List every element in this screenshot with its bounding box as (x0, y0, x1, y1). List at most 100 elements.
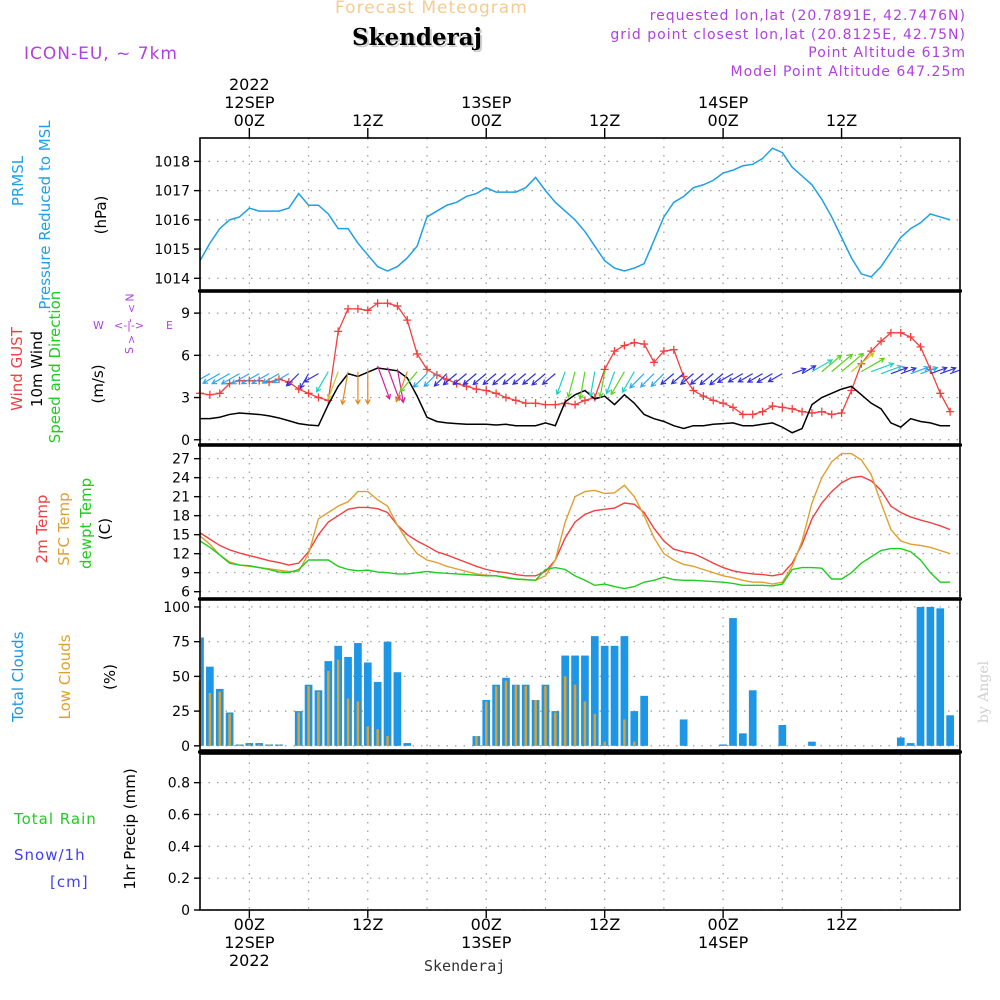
wind-gust-marker (659, 347, 668, 356)
low-cloud-bar (257, 744, 261, 746)
wind-direction-arrow (679, 373, 694, 386)
wind-direction-arrow (285, 373, 300, 387)
total-cloud-bar (354, 643, 362, 746)
wind-direction-arrow (433, 373, 448, 387)
wind-direction-arrow (792, 367, 807, 375)
low-cloud-bar (534, 700, 537, 746)
wind-gust-marker (669, 345, 678, 354)
wind-gust-marker (837, 409, 846, 418)
time-label-bottom: 12SEP (224, 933, 275, 952)
wind-direction-arrow (395, 371, 408, 403)
temperature-ytick-label: 21 (172, 490, 190, 506)
wind-direction-arrow (326, 371, 339, 401)
wind-gust-marker (719, 399, 728, 408)
wind-gust-marker (393, 302, 402, 311)
wind-direction-arrow (756, 373, 773, 383)
wind-direction-arrow (202, 373, 221, 384)
wind-direction-arrow (316, 371, 329, 393)
wind-direction-arrow (880, 364, 903, 375)
wind-gust-marker (373, 299, 382, 308)
total-cloud-bar (896, 737, 905, 746)
wind-direction-arrow (727, 373, 744, 383)
wind-ytick-label: 9 (181, 306, 190, 322)
wind-gust-marker (314, 393, 323, 402)
wind-direction-arrow (831, 353, 854, 373)
wind-direction-arrow (399, 371, 418, 393)
wind-direction-arrow (689, 373, 704, 386)
requested-coords: requested lon,lat (20.7891E, 42.7476N) (649, 8, 966, 24)
grid-layer (200, 138, 960, 911)
pressure-ytick-label: 1016 (154, 213, 190, 229)
wind-gust-marker (511, 396, 520, 405)
wind-ytick-label: 0 (181, 433, 190, 449)
total-cloud-bar (590, 636, 599, 746)
wind-gust-marker (798, 407, 807, 416)
low-cloud-bar (208, 693, 212, 746)
wind-gust-marker (847, 386, 856, 395)
wind-gust-marker (482, 386, 491, 395)
precipitation-ytick-label: 0.4 (168, 839, 190, 855)
total-cloud-bar (936, 608, 945, 746)
clouds-panel-frame (199, 599, 961, 751)
precipitation-ytick-label: 0.2 (168, 871, 190, 887)
time-label-bottom: 12Z (589, 915, 620, 934)
wind-gust-marker (640, 340, 649, 349)
wind-gust-marker (877, 337, 886, 346)
wind-direction-arrow (870, 362, 895, 373)
wind-direction-arrow (716, 373, 734, 383)
wind-direction-arrow (767, 373, 783, 383)
low-cloud-bar (475, 736, 478, 746)
low-cloud-bar (238, 744, 241, 746)
wind-direction-arrow (841, 352, 865, 373)
time-label-bottom: 14SEP (698, 933, 749, 952)
wind-direction-arrow (746, 373, 763, 383)
low-cloud-bar (386, 736, 389, 746)
total-cloud-bar (610, 645, 619, 746)
wind-direction-arrow (660, 373, 675, 386)
footer-location: Skenderaj (424, 957, 506, 975)
low-cloud-bar (376, 729, 379, 746)
wind-ytick-label: 6 (181, 348, 190, 364)
wind-direction-arrow (261, 373, 280, 384)
total-cloud-bar (778, 725, 787, 746)
point-altitude: Point Altitude 613m (808, 45, 966, 61)
wind-direction-arrow (588, 371, 596, 398)
pressure-ytick-label: 1014 (154, 271, 190, 287)
wind-gust-marker (492, 389, 501, 398)
low-cloud-bar (485, 701, 488, 746)
wind-direction-arrow (949, 369, 960, 375)
clouds-ytick-label: 25 (172, 704, 190, 720)
wind-direction-arrow (801, 365, 817, 375)
wind-direction-arrow (890, 366, 909, 375)
time-label-top: 12Z (352, 111, 383, 130)
wind-gust-marker (896, 328, 905, 337)
wind-gust-marker (403, 316, 412, 325)
wind-direction-arrow (200, 373, 211, 381)
total-cloud-bar (679, 719, 688, 746)
low-cloud-bar (327, 670, 330, 746)
low-cloud-bar (297, 712, 300, 746)
time-label-bottom: 00Z (707, 915, 738, 934)
axis-layer: 1014 1015 1016 1017 1018 0 3 6 9 6 9 12 15 18 21 24 27 0 2… (154, 75, 857, 970)
temp-2m-line (200, 475, 951, 577)
wind-direction-arrow (610, 371, 625, 396)
total-cloud-bar (363, 662, 372, 746)
temperature-ytick-label: 15 (172, 528, 190, 544)
wind-direction-arrow (639, 373, 655, 388)
wind-direction-arrow (930, 366, 948, 375)
wind-gust-marker (689, 386, 698, 395)
low-cloud-bar (494, 686, 498, 746)
wind-direction-arrow (920, 366, 939, 375)
low-cloud-bar (248, 744, 251, 746)
wind-direction-arrow (240, 373, 260, 385)
wind-gust-marker (748, 410, 757, 419)
low-cloud-bar (504, 680, 508, 746)
low-cloud-bar (514, 684, 518, 746)
time-label-bottom: 12Z (826, 915, 857, 934)
precipitation-ytick-label: 0.8 (168, 776, 190, 792)
time-label-top: 00Z (471, 111, 502, 130)
wind-direction-arrow (709, 373, 724, 386)
wind-gust-marker (650, 358, 659, 367)
low-cloud-bar (573, 684, 577, 746)
total-cloud-bar (926, 606, 935, 746)
